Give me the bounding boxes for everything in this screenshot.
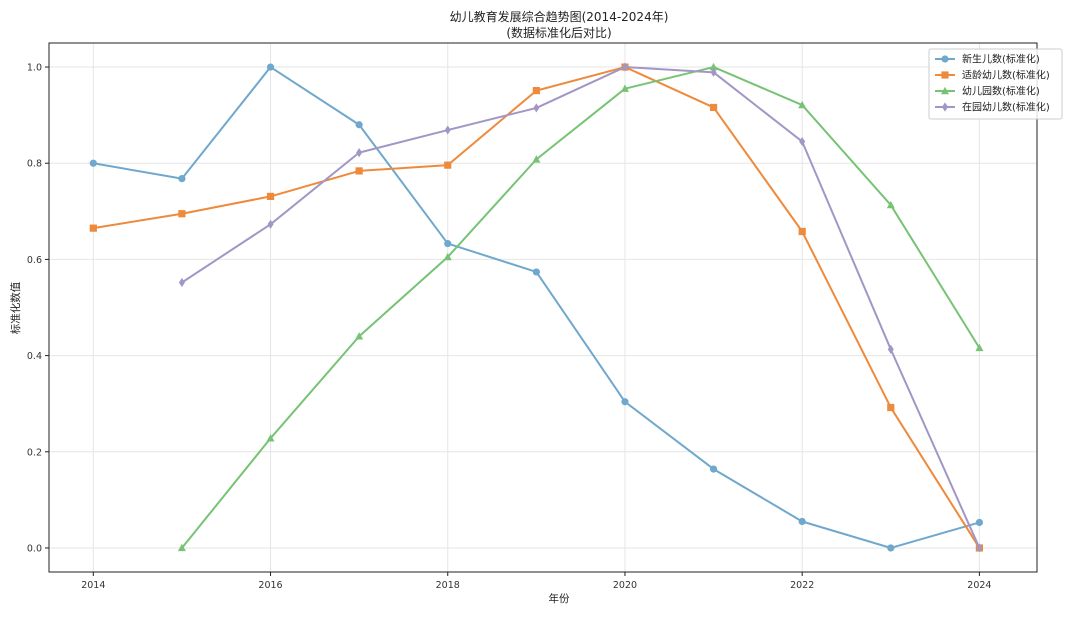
- x-tick-label: 2024: [967, 580, 991, 591]
- series-2-point: [709, 103, 718, 112]
- series-4-point: [356, 148, 363, 158]
- series-2-point: [798, 227, 806, 236]
- series-3-point: [266, 434, 275, 442]
- chart-title: 幼儿教育发展综合趋势图(2014-2024年): [450, 9, 669, 24]
- chart-subtitle: (数据标准化后对比): [506, 25, 611, 40]
- series-2-point: [444, 161, 452, 169]
- series-3-point: [443, 252, 452, 261]
- x-tick-label: 2016: [258, 580, 282, 591]
- series-2: [89, 63, 984, 552]
- series-1-point: [355, 121, 363, 129]
- y-tick-label: 0.0: [27, 543, 42, 554]
- x-tick-label: 2018: [436, 580, 460, 591]
- series-1-point: [709, 465, 718, 473]
- series-2-point: [266, 192, 275, 201]
- series-2-point: [532, 87, 540, 95]
- series-1-line: [93, 66, 980, 549]
- x-tick-label: 2020: [613, 580, 637, 591]
- series-1-point: [621, 398, 629, 406]
- series-2-point: [89, 224, 97, 232]
- series-3-point: [620, 84, 629, 92]
- series-4-point: [976, 543, 983, 553]
- series-4-point: [799, 136, 806, 147]
- series-1-point: [178, 175, 186, 183]
- series-4-point: [621, 62, 628, 72]
- series-4-point: [267, 219, 274, 229]
- series-1-point: [266, 63, 275, 71]
- series-3-point: [177, 543, 186, 552]
- series-4-point: [178, 277, 185, 288]
- series-2-point: [887, 403, 895, 412]
- series-1-point: [798, 517, 806, 526]
- series-4-point: [887, 344, 894, 354]
- series-4-point: [533, 103, 540, 113]
- series-layer: [89, 62, 984, 553]
- y-tick-label: 0.8: [27, 159, 42, 170]
- x-tick-label: 2014: [81, 580, 105, 591]
- series-1-point: [532, 268, 540, 276]
- series-2-point: [178, 210, 186, 218]
- series-1: [89, 63, 984, 552]
- x-tick-label: 2022: [790, 580, 814, 591]
- ticks-layer: 2014 2016 2018 2020 2022 2024 0.0 0.2 0.4 0.6 0.8 1…: [27, 63, 992, 591]
- legend-box: [928, 48, 1063, 120]
- plot-area-frame: [48, 42, 1038, 573]
- legend-label-1: 新生儿数(标准化): [962, 53, 1040, 66]
- series-3-point: [355, 332, 364, 340]
- y-tick-label: 1.0: [27, 63, 42, 74]
- series-3-point: [798, 100, 807, 109]
- series-1-point: [887, 544, 895, 552]
- legend-label-2: 适龄幼儿数(标准化): [962, 69, 1050, 82]
- series-2-line: [93, 66, 981, 549]
- x-axis-label: 年份: [549, 592, 570, 605]
- y-tick-label: 0.4: [27, 351, 42, 362]
- y-tick-label: 0.2: [27, 447, 42, 458]
- series-4-point: [710, 67, 717, 77]
- y-tick-label: 0.6: [27, 255, 42, 266]
- series-4-line: [181, 66, 981, 549]
- legend-label-4: 在园幼儿数(标准化): [962, 101, 1050, 114]
- series-4: [178, 62, 983, 553]
- legend-marker-3: [941, 86, 949, 95]
- series-3-point: [886, 200, 895, 209]
- series-4-point: [444, 125, 451, 135]
- series-3-point: [975, 343, 984, 352]
- legend-marker-1: [941, 55, 949, 63]
- series-3-line: [181, 66, 981, 549]
- legend-marker-2: [941, 71, 949, 79]
- legend-label-3: 幼儿园数(标准化): [962, 85, 1040, 98]
- series-1-point: [444, 239, 452, 248]
- series-2-point: [355, 167, 363, 175]
- legend: 新生儿数(标准化) 适龄幼儿数(标准化) 幼儿园数(标准化) 在园幼儿数(标准化): [928, 48, 1063, 120]
- series-3-point: [709, 62, 718, 71]
- series-1-point: [975, 518, 984, 527]
- y-axis-label: 标准化数值: [9, 281, 22, 334]
- series-3-point: [532, 155, 541, 163]
- grid-layer: [49, 43, 1037, 572]
- series-1-point: [89, 159, 97, 167]
- legend-marker-4: [942, 102, 948, 112]
- series-3: [177, 62, 984, 552]
